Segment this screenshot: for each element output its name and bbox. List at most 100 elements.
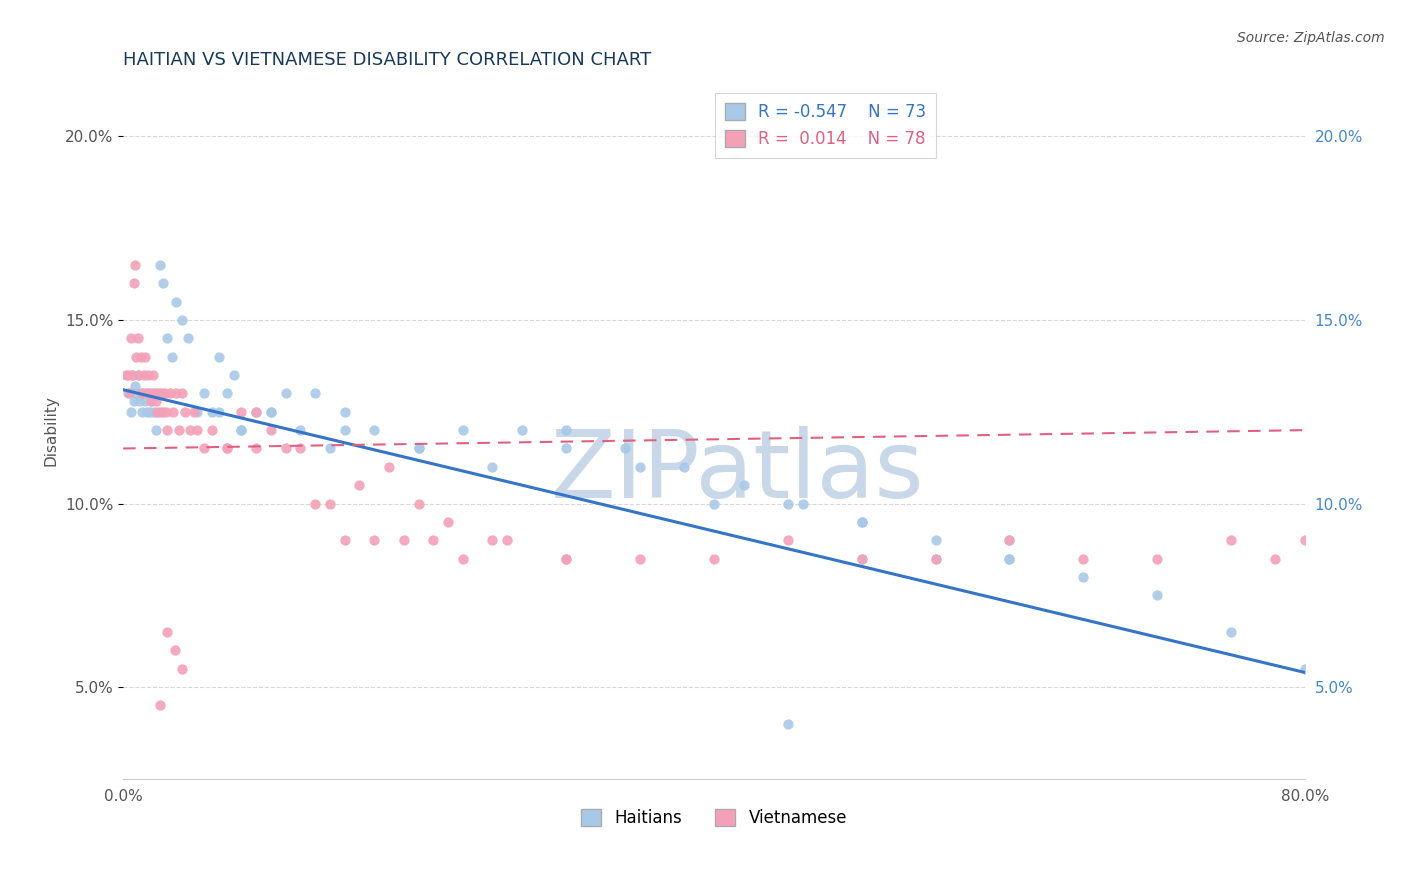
Point [186,423,208,437]
Point [422,533,444,548]
Point [172,386,194,401]
Point [160,350,183,364]
Point [924,551,946,566]
Point [231,423,253,437]
Point [924,551,946,566]
Point [163,643,186,657]
Point [363,423,385,437]
Point [481,533,503,548]
Point [392,533,415,548]
Point [1146,551,1168,566]
Point [378,459,401,474]
Point [172,662,194,676]
Point [333,423,356,437]
Point [614,442,637,456]
Point [245,405,267,419]
Point [117,386,139,401]
Point [127,331,149,345]
Point [120,405,142,419]
Point [131,386,153,401]
Point [124,379,146,393]
Point [555,551,578,566]
Point [363,533,385,548]
Point [156,423,179,437]
Point [1294,662,1316,676]
Point [349,478,371,492]
Point [165,386,187,401]
Point [304,386,326,401]
Point [135,386,157,401]
Point [998,533,1021,548]
Point [122,277,145,291]
Point [193,386,215,401]
Point [150,386,173,401]
Point [496,533,519,548]
Point [172,313,194,327]
Point [319,497,342,511]
Point [260,405,283,419]
Point [792,497,814,511]
Point [124,258,146,272]
Point [319,442,342,456]
Point [152,405,174,419]
Point [146,405,169,419]
Point [924,533,946,548]
Point [118,386,141,401]
Point [215,386,238,401]
Point [245,405,267,419]
Point [555,551,578,566]
Point [127,368,149,382]
Point [408,442,430,456]
Point [148,386,170,401]
Point [998,551,1021,566]
Point [135,405,157,419]
Point [165,294,187,309]
Point [1264,551,1286,566]
Point [260,405,283,419]
Point [628,459,651,474]
Y-axis label: Disability: Disability [44,394,58,466]
Point [776,716,799,731]
Point [136,386,159,401]
Point [851,515,873,529]
Point [222,368,245,382]
Point [129,350,152,364]
Point [1294,533,1316,548]
Point [193,442,215,456]
Point [208,405,231,419]
Point [149,258,172,272]
Point [179,423,201,437]
Point [141,393,163,408]
Point [1146,588,1168,602]
Point [333,533,356,548]
Point [152,277,174,291]
Point [231,405,253,419]
Point [333,405,356,419]
Point [134,393,156,408]
Point [143,405,166,419]
Point [145,423,167,437]
Point [776,533,799,548]
Point [851,551,873,566]
Point [1219,625,1241,640]
Point [703,551,725,566]
Point [201,405,224,419]
Point [145,393,167,408]
Point [1071,570,1094,584]
Point [122,393,145,408]
Point [1071,551,1094,566]
Point [998,533,1021,548]
Point [776,497,799,511]
Point [121,368,143,382]
Point [117,368,139,382]
Point [733,478,755,492]
Point [153,386,176,401]
Point [451,423,474,437]
Point [174,405,197,419]
Point [673,459,696,474]
Point [142,368,165,382]
Point [290,423,312,437]
Point [129,386,152,401]
Point [120,331,142,345]
Point [128,393,150,408]
